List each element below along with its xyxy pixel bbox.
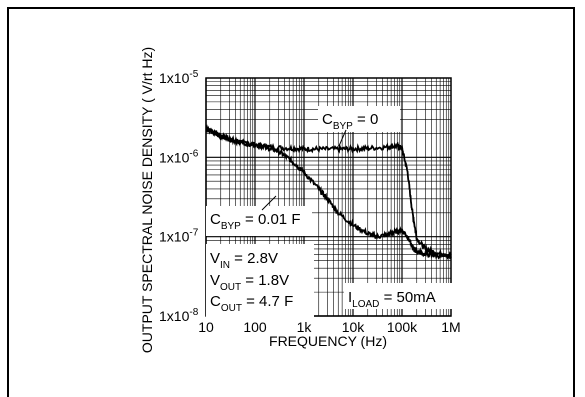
iload-label-bg: [344, 283, 454, 309]
cbyp001-pointer: [261, 195, 277, 211]
cbyp001-label-bg: [206, 206, 312, 236]
chart-series: [205, 124, 452, 261]
iload-label: ILOAD = 50mA: [348, 289, 436, 310]
plot-border: [205, 77, 452, 317]
cbyp001-label: CBYP = 0.01 F: [210, 211, 300, 232]
y-axis-label: OUTPUT SPECTRAL NOISE DENSITY ( V/rt Hz): [139, 47, 155, 353]
cbyp0-pointer: [338, 129, 347, 147]
x-axis-label: FREQUENCY (Hz): [269, 333, 387, 349]
axis-ticks: 10 100 1k 10k 100k 1M 1x10-5 1x10-6 1x10-7 1x10-8: [159, 69, 461, 335]
cbyp0-label-bg: [318, 106, 400, 132]
x-tick-label: 1k: [297, 319, 313, 335]
x-tick-label: 10k: [342, 319, 366, 335]
y-tick-label: 1x10-7: [159, 228, 199, 245]
x-tick-label: 100: [243, 319, 267, 335]
y-tick-label: 1x10-8: [159, 307, 199, 324]
series-cbyp-001: [205, 124, 452, 261]
series-cbyp-0: [205, 127, 452, 259]
x-tick-label: 1M: [441, 319, 460, 335]
noise-density-chart: CBYP = 0 CBYP = 0.01 F VIN = 2.8V VOUT =…: [139, 47, 461, 353]
x-tick-label: 100k: [387, 319, 418, 335]
conditions-box-bg: [206, 244, 314, 320]
y-tick-label: 1x10-5: [159, 69, 199, 86]
x-tick-label: 10: [198, 319, 214, 335]
y-tick-label: 1x10-6: [159, 148, 199, 165]
figure-frame: [7, 7, 575, 397]
cbyp0-label: CBYP = 0: [322, 111, 378, 132]
cout-label: COUT = 4.7 F: [210, 293, 293, 314]
vin-label: VIN = 2.8V: [210, 250, 278, 271]
vout-label: VOUT = 1.8V: [210, 272, 289, 293]
